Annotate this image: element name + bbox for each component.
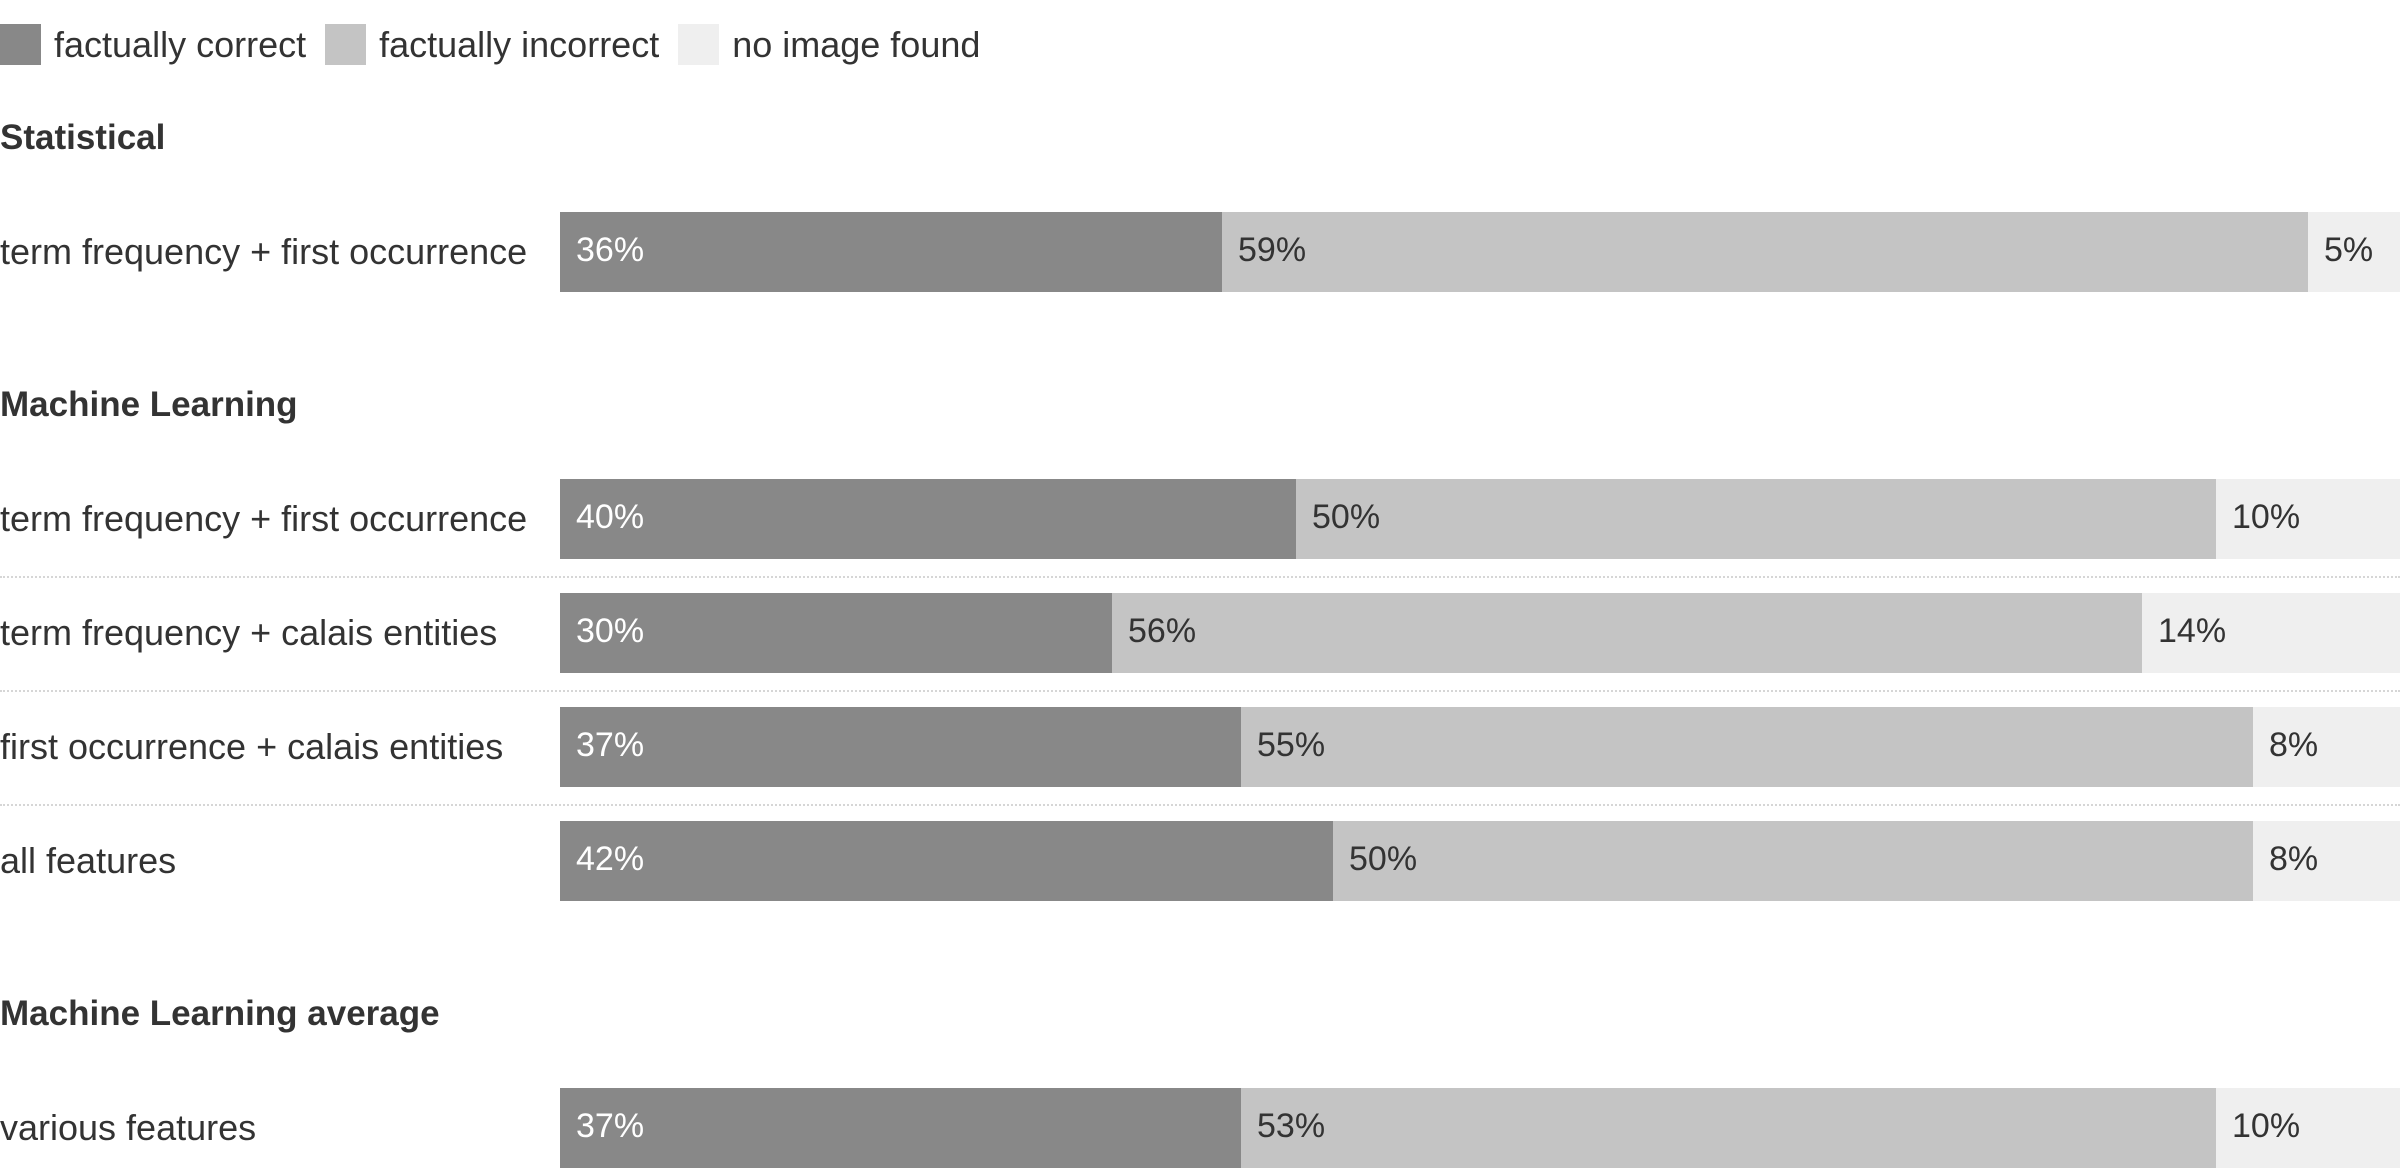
row-label: first occurrence + calais entities <box>0 726 504 767</box>
legend-swatch-incorrect <box>325 24 367 65</box>
legend-label-incorrect: factually incorrect <box>379 23 660 65</box>
bar-segment-no-image <box>2308 212 2400 292</box>
data-label-incorrect: 59% <box>1238 231 1307 269</box>
data-label-no-image: 10% <box>2232 498 2301 536</box>
row-label: various features <box>0 1107 257 1148</box>
stacked-bar: 42% 50% 8% <box>560 821 2400 901</box>
bar-row: various features 37% 53% 10% <box>0 1088 2400 1168</box>
section-title: Statistical <box>0 118 166 157</box>
bar-segment-correct <box>560 1088 1241 1168</box>
bar-row: first occurrence + calais entities 37% 55%… <box>0 707 2400 787</box>
data-label-no-image: 10% <box>2232 1107 2301 1145</box>
legend-item-correct: factually correct <box>0 24 306 66</box>
section-title: Machine Learning average <box>0 994 440 1033</box>
data-label-incorrect: 50% <box>1312 498 1381 536</box>
data-label-incorrect: 56% <box>1128 612 1197 650</box>
data-label-correct: 42% <box>576 840 645 878</box>
bar-segment-no-image <box>2253 821 2400 901</box>
legend-item-incorrect: factually incorrect <box>325 24 659 66</box>
legend-label-no-image: no image found <box>732 23 981 65</box>
row-label: term frequency + first occurrence <box>0 498 528 539</box>
bar-segment-correct <box>560 212 1222 292</box>
stacked-bar: 37% 53% 10% <box>560 1088 2400 1168</box>
stacked-bar: 30% 56% 14% <box>560 593 2400 673</box>
data-label-no-image: 8% <box>2269 840 2319 878</box>
legend-label-correct: factually correct <box>54 23 307 65</box>
bar-row: term frequency + first occurrence 36% 59% 5… <box>0 212 2400 292</box>
bar-segment-incorrect <box>1333 821 2253 901</box>
bar-segment-incorrect <box>1296 479 2216 559</box>
data-label-correct: 40% <box>576 498 645 536</box>
bar-segment-no-image <box>2216 479 2400 559</box>
bar-segment-correct <box>560 821 1333 901</box>
bar-segment-incorrect <box>1241 1088 2216 1168</box>
row-label: all features <box>0 840 177 881</box>
bar-row: term frequency + first occurrence 40% 50% 1… <box>0 479 2400 559</box>
row-divider <box>0 804 2400 806</box>
data-label-correct: 30% <box>576 612 645 650</box>
row-label: term frequency + first occurrence <box>0 231 528 272</box>
bar-row: all features 42% 50% 8% <box>0 821 2400 901</box>
data-label-correct: 37% <box>576 726 645 764</box>
data-label-correct: 36% <box>576 231 645 269</box>
bar-row: term frequency + calais entities 30% 56% 14… <box>0 593 2400 673</box>
bar-segment-no-image <box>2142 593 2400 673</box>
chart-legend: factually correct factually incorrect no… <box>0 23 999 66</box>
data-label-incorrect: 50% <box>1349 840 1418 878</box>
bar-segment-incorrect <box>1241 707 2253 787</box>
data-label-no-image: 14% <box>2158 612 2227 650</box>
bar-segment-incorrect <box>1222 212 2308 292</box>
data-label-incorrect: 55% <box>1257 726 1326 764</box>
bar-segment-no-image <box>2253 707 2400 787</box>
row-divider <box>0 690 2400 692</box>
stacked-bar: 37% 55% 8% <box>560 707 2400 787</box>
legend-item-no-image: no image found <box>678 24 980 66</box>
stacked-bar: 36% 59% 5% <box>560 212 2400 292</box>
bar-segment-correct <box>560 479 1296 559</box>
section-title: Machine Learning <box>0 385 298 424</box>
data-label-no-image: 8% <box>2269 726 2319 764</box>
data-label-no-image: 5% <box>2324 231 2374 269</box>
bar-segment-incorrect <box>1112 593 2142 673</box>
row-divider <box>0 576 2400 578</box>
stacked-bar: 40% 50% 10% <box>560 479 2400 559</box>
legend-swatch-correct <box>0 24 41 65</box>
row-label: term frequency + calais entities <box>0 612 498 653</box>
data-label-incorrect: 53% <box>1257 1107 1326 1145</box>
bar-segment-correct <box>560 593 1112 673</box>
bar-segment-correct <box>560 707 1241 787</box>
legend-swatch-no-image <box>678 24 720 65</box>
data-label-correct: 37% <box>576 1107 645 1145</box>
